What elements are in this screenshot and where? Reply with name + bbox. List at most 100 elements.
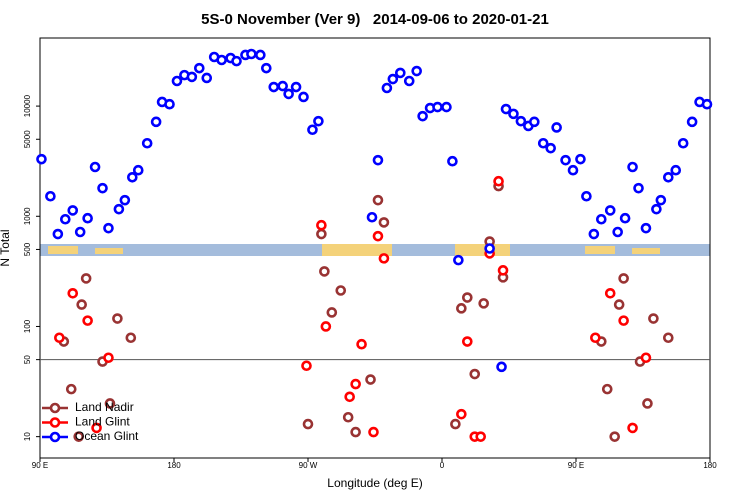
y-tick-label: 1000 bbox=[23, 207, 32, 225]
point bbox=[127, 171, 138, 183]
point bbox=[493, 175, 504, 187]
point bbox=[119, 194, 131, 206]
point bbox=[307, 124, 318, 136]
point bbox=[537, 137, 549, 149]
y-tick-label: 5000 bbox=[23, 130, 32, 148]
point bbox=[302, 418, 314, 430]
y-tick-label: 100 bbox=[23, 319, 32, 333]
point bbox=[186, 71, 198, 83]
point bbox=[395, 67, 406, 79]
point bbox=[453, 254, 464, 266]
point bbox=[496, 361, 507, 373]
point bbox=[560, 154, 571, 166]
point bbox=[141, 137, 153, 149]
point bbox=[663, 171, 674, 183]
point bbox=[670, 164, 682, 176]
y-tick-label: 10 bbox=[23, 432, 32, 441]
point bbox=[132, 164, 144, 176]
x-axis-label: Longitude (deg E) bbox=[327, 476, 422, 490]
point bbox=[283, 88, 294, 100]
point bbox=[640, 222, 652, 234]
point bbox=[500, 103, 512, 115]
point bbox=[125, 332, 137, 344]
point bbox=[368, 426, 379, 438]
x-tick-label: 180 bbox=[167, 461, 181, 470]
point bbox=[65, 383, 77, 395]
point bbox=[601, 383, 613, 395]
point bbox=[642, 398, 653, 409]
legend-label: Ocean Glint bbox=[75, 429, 139, 443]
point bbox=[403, 75, 415, 87]
point bbox=[82, 315, 93, 326]
point bbox=[588, 228, 600, 240]
point bbox=[67, 205, 79, 216]
point bbox=[450, 418, 461, 430]
point bbox=[612, 226, 623, 238]
point bbox=[478, 298, 489, 309]
point bbox=[313, 115, 324, 127]
point bbox=[701, 98, 713, 110]
point bbox=[515, 115, 527, 127]
point bbox=[255, 49, 266, 61]
map-land bbox=[585, 246, 615, 254]
y-tick-label: 50 bbox=[23, 355, 32, 364]
point bbox=[54, 332, 65, 344]
point bbox=[290, 81, 302, 93]
y-axis-label: N Total bbox=[0, 229, 12, 266]
point bbox=[387, 73, 399, 85]
point bbox=[581, 190, 592, 202]
point bbox=[76, 299, 87, 310]
point bbox=[342, 411, 354, 423]
point bbox=[372, 230, 384, 242]
point bbox=[575, 153, 586, 165]
point bbox=[663, 332, 674, 344]
map-land bbox=[322, 244, 392, 256]
legend-marker bbox=[49, 402, 61, 414]
y-tick-label: 10000 bbox=[23, 94, 32, 117]
point bbox=[551, 122, 562, 133]
point bbox=[316, 228, 327, 240]
point bbox=[529, 116, 540, 128]
point bbox=[344, 391, 355, 403]
point bbox=[67, 287, 79, 299]
point bbox=[52, 228, 64, 240]
point bbox=[216, 54, 227, 66]
legend-label: Land Glint bbox=[75, 415, 130, 429]
point bbox=[686, 116, 698, 128]
x-tick-label: 90 E bbox=[32, 461, 48, 470]
point bbox=[475, 431, 487, 442]
point bbox=[89, 161, 101, 173]
point bbox=[231, 55, 242, 67]
point bbox=[633, 182, 644, 194]
point bbox=[613, 299, 625, 310]
point bbox=[45, 190, 56, 202]
point bbox=[150, 116, 162, 128]
point bbox=[277, 80, 288, 92]
point bbox=[462, 336, 473, 347]
point bbox=[301, 360, 312, 372]
legend-marker bbox=[49, 431, 61, 443]
map-land bbox=[455, 244, 510, 256]
point bbox=[365, 374, 376, 385]
point bbox=[596, 213, 607, 225]
point bbox=[677, 137, 689, 149]
x-tick-label: 90 E bbox=[568, 461, 584, 470]
point bbox=[567, 164, 579, 176]
point bbox=[36, 153, 47, 165]
point bbox=[73, 431, 85, 442]
point bbox=[113, 203, 125, 215]
point bbox=[246, 48, 257, 60]
point bbox=[456, 408, 467, 420]
point bbox=[604, 287, 616, 299]
map-land bbox=[95, 248, 123, 254]
point bbox=[366, 211, 378, 223]
point bbox=[619, 212, 631, 224]
point bbox=[80, 273, 92, 284]
chart-title: 5S-0 November (Ver 9) 2014-09-06 to 2020… bbox=[201, 11, 549, 28]
point bbox=[655, 194, 667, 206]
point bbox=[484, 243, 495, 254]
point bbox=[201, 72, 213, 84]
point bbox=[381, 82, 393, 94]
point bbox=[74, 226, 86, 238]
